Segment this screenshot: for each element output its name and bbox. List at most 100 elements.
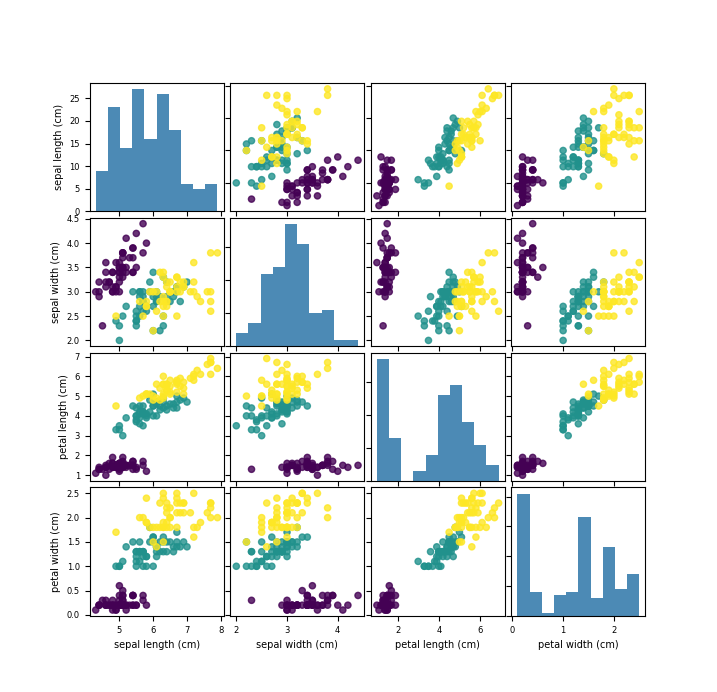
Point	[302, 383, 313, 394]
Point	[158, 296, 169, 307]
Point	[141, 301, 152, 312]
Point	[443, 145, 455, 156]
Point	[138, 546, 149, 557]
Point	[100, 267, 112, 278]
Point	[286, 459, 298, 471]
Point	[623, 90, 635, 101]
Point	[381, 155, 393, 166]
Point	[634, 122, 645, 134]
Point	[130, 415, 142, 426]
Point	[456, 148, 467, 159]
Point	[291, 132, 303, 143]
Point	[154, 536, 166, 547]
Point	[375, 600, 386, 611]
Point	[493, 306, 504, 317]
Point	[158, 392, 169, 403]
Point	[433, 161, 445, 172]
Point	[573, 132, 584, 143]
Point	[307, 595, 318, 606]
Point	[286, 498, 298, 509]
Point	[281, 458, 293, 469]
Point	[286, 536, 298, 547]
Point	[251, 415, 262, 426]
Point	[302, 165, 313, 176]
Point	[583, 311, 594, 322]
Point	[276, 546, 288, 557]
Point	[454, 512, 465, 523]
Point	[598, 277, 609, 288]
Point	[120, 600, 132, 611]
Point	[276, 397, 288, 408]
Point	[583, 138, 594, 149]
Point	[171, 272, 183, 283]
Point	[158, 379, 169, 390]
Point	[291, 113, 303, 124]
Point	[256, 512, 267, 523]
Point	[568, 412, 579, 424]
Point	[251, 161, 262, 172]
Point	[464, 286, 475, 298]
Point	[437, 286, 449, 298]
Point	[517, 459, 528, 471]
Point	[266, 152, 277, 163]
Point	[178, 536, 189, 547]
Point	[261, 379, 272, 390]
Point	[266, 522, 277, 533]
Point	[598, 394, 609, 406]
Point	[445, 296, 457, 307]
Point	[431, 311, 442, 322]
Point	[158, 311, 169, 322]
Point	[441, 135, 452, 146]
Point	[423, 177, 435, 188]
Point	[435, 546, 447, 557]
Point	[281, 109, 293, 120]
Point	[557, 424, 569, 435]
Point	[583, 401, 594, 412]
Point	[419, 181, 430, 192]
Point	[437, 551, 449, 562]
Point	[517, 272, 528, 283]
Point	[130, 546, 142, 557]
Point	[443, 165, 455, 176]
Bar	[261, 273, 273, 346]
Point	[251, 556, 262, 567]
Point	[291, 466, 303, 477]
Point	[127, 590, 138, 601]
Point	[532, 174, 543, 185]
Point	[517, 277, 528, 288]
Point	[120, 301, 132, 312]
Point	[291, 106, 303, 117]
Point	[379, 262, 391, 273]
Point	[480, 103, 492, 114]
Point	[281, 373, 293, 384]
Point	[141, 237, 152, 248]
Point	[386, 155, 397, 166]
Point	[379, 272, 391, 283]
Point	[138, 306, 149, 317]
Point	[598, 103, 609, 114]
Point	[256, 527, 267, 538]
Point	[441, 306, 452, 317]
Point	[151, 291, 162, 302]
Point	[613, 286, 625, 298]
Point	[598, 286, 609, 298]
Point	[100, 462, 112, 473]
Point	[517, 470, 528, 481]
Point	[286, 397, 298, 408]
Point	[161, 282, 173, 293]
Point	[271, 152, 282, 163]
Bar	[205, 184, 217, 212]
Point	[168, 286, 179, 298]
Point	[241, 145, 252, 156]
Point	[608, 247, 619, 258]
Point	[286, 600, 298, 611]
Point	[191, 365, 203, 376]
Point	[603, 301, 614, 312]
X-axis label: petal length (cm): petal length (cm)	[395, 640, 480, 650]
Point	[158, 493, 169, 504]
Point	[291, 512, 303, 523]
Point	[375, 600, 386, 611]
Point	[113, 561, 125, 572]
Point	[281, 498, 293, 509]
Point	[332, 152, 343, 163]
